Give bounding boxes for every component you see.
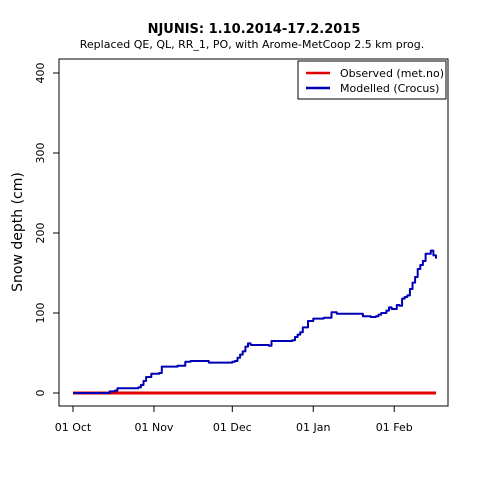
y-tick-label: 0 bbox=[34, 390, 47, 397]
x-axis: 01 Oct 01 Nov 01 Dec 01 Jan 01 Feb bbox=[55, 405, 413, 434]
legend: Observed (met.no) Modelled (Crocus) bbox=[297, 60, 447, 100]
x-tick-label: 01 Feb bbox=[376, 421, 413, 434]
x-tick-label: 01 Nov bbox=[134, 421, 173, 434]
y-axis-label: Snow depth (cm) bbox=[10, 172, 26, 292]
x-tick-label: 01 Oct bbox=[55, 421, 92, 434]
chart-subtitle: Replaced QE, QL, RR_1, PO, with Arome-Me… bbox=[80, 38, 425, 51]
series-layer bbox=[73, 249, 437, 395]
y-tick-label: 200 bbox=[34, 223, 47, 244]
y-tick-label: 400 bbox=[34, 63, 47, 84]
chart-title: NJUNIS: 1.10.2014-17.2.2015 bbox=[148, 22, 361, 37]
legend-label-modelled: Modelled (Crocus) bbox=[340, 82, 439, 95]
x-tick-label: 01 Jan bbox=[296, 421, 330, 434]
y-axis: 0 100 200 300 400 bbox=[34, 63, 60, 397]
y-tick-label: 300 bbox=[34, 143, 47, 164]
legend-label-observed: Observed (met.no) bbox=[340, 67, 444, 80]
x-tick-label: 01 Dec bbox=[213, 421, 252, 434]
legend-box bbox=[297, 60, 447, 100]
series-modelled-line bbox=[73, 249, 437, 394]
y-tick-label: 100 bbox=[34, 303, 47, 324]
